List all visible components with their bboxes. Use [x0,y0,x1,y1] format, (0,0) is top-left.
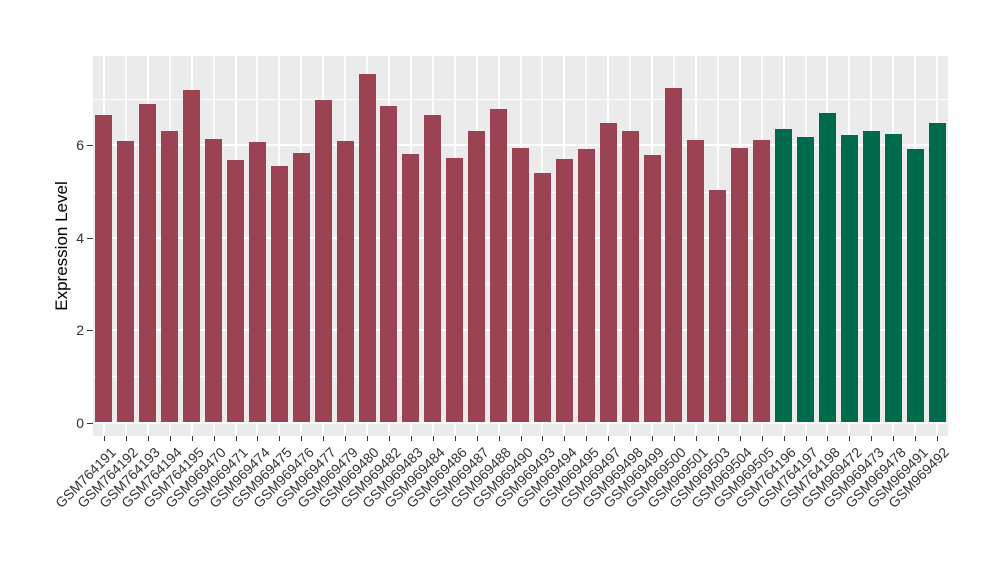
bar [95,115,113,423]
x-axis-tick [586,436,588,441]
bar [533,172,551,423]
x-axis-tick [937,436,939,441]
bar [862,130,880,423]
x-axis-tick [783,436,785,441]
bar [183,90,201,423]
y-tick-label: 4 [76,229,84,246]
y-axis-tick [87,422,93,424]
bar [358,74,376,423]
x-axis-tick [608,436,610,441]
x-axis-tick [805,436,807,441]
bar [555,159,573,423]
bar [205,139,223,423]
bar [884,134,902,423]
x-axis-tick [498,436,500,441]
x-axis-tick [235,436,237,441]
bar [314,99,332,423]
bar [840,135,858,423]
bar [709,189,727,423]
x-axis-tick [849,436,851,441]
bar [117,141,135,423]
x-axis-tick [454,436,456,441]
bar [643,155,661,423]
x-axis-tick [367,436,369,441]
x-axis-tick [279,436,281,441]
bar [577,149,595,423]
x-axis-tick [520,436,522,441]
y-tick-label: 2 [76,322,84,339]
bar [753,140,771,423]
y-tick-label: 0 [76,414,84,431]
y-axis-tick [87,237,93,239]
bar [336,141,354,423]
x-axis-tick [893,436,895,441]
x-axis-tick [257,436,259,441]
bar [270,166,288,423]
x-axis-tick [564,436,566,441]
bar [928,122,946,423]
bar [227,159,244,423]
bar [621,131,639,423]
x-axis-tick [301,436,303,441]
x-axis-tick [915,436,917,441]
x-axis-tick [673,436,675,441]
x-axis-tick [432,436,434,441]
bar [292,153,310,423]
bar [665,87,683,423]
bar [687,140,705,423]
x-axis-tick [388,436,390,441]
x-axis-tick [871,436,873,441]
x-axis-tick [345,436,347,441]
plot-panel [93,56,948,436]
x-axis-tick [652,436,654,441]
bar [490,108,508,423]
x-axis-tick [125,436,127,441]
bar [139,103,157,423]
x-axis-tick [476,436,478,441]
x-axis-tick [542,436,544,441]
bar [380,105,398,423]
bar [468,130,486,423]
y-axis-title: Expression Level [52,181,71,311]
bar [424,115,442,423]
x-axis-tick [191,436,193,441]
x-axis-tick [323,436,325,441]
x-axis-tick [147,436,149,441]
bar [161,130,179,423]
bar [818,113,836,423]
bar [402,153,420,423]
bar [599,123,617,423]
x-axis-tick [695,436,697,441]
bar [775,129,793,423]
bar [512,147,529,423]
bar [797,136,814,423]
y-axis-tick [87,145,93,147]
bar [248,141,266,423]
bar [906,149,924,423]
x-axis-tick [103,436,105,441]
x-axis-tick [410,436,412,441]
x-axis-tick [739,436,741,441]
y-tick-label: 6 [76,137,84,154]
x-axis-tick [717,436,719,441]
bar [731,148,749,423]
y-axis-tick [87,330,93,332]
bar [446,157,464,423]
x-axis-tick [761,436,763,441]
x-axis-tick [213,436,215,441]
x-axis-tick [169,436,171,441]
x-axis-tick [827,436,829,441]
x-axis-tick [630,436,632,441]
